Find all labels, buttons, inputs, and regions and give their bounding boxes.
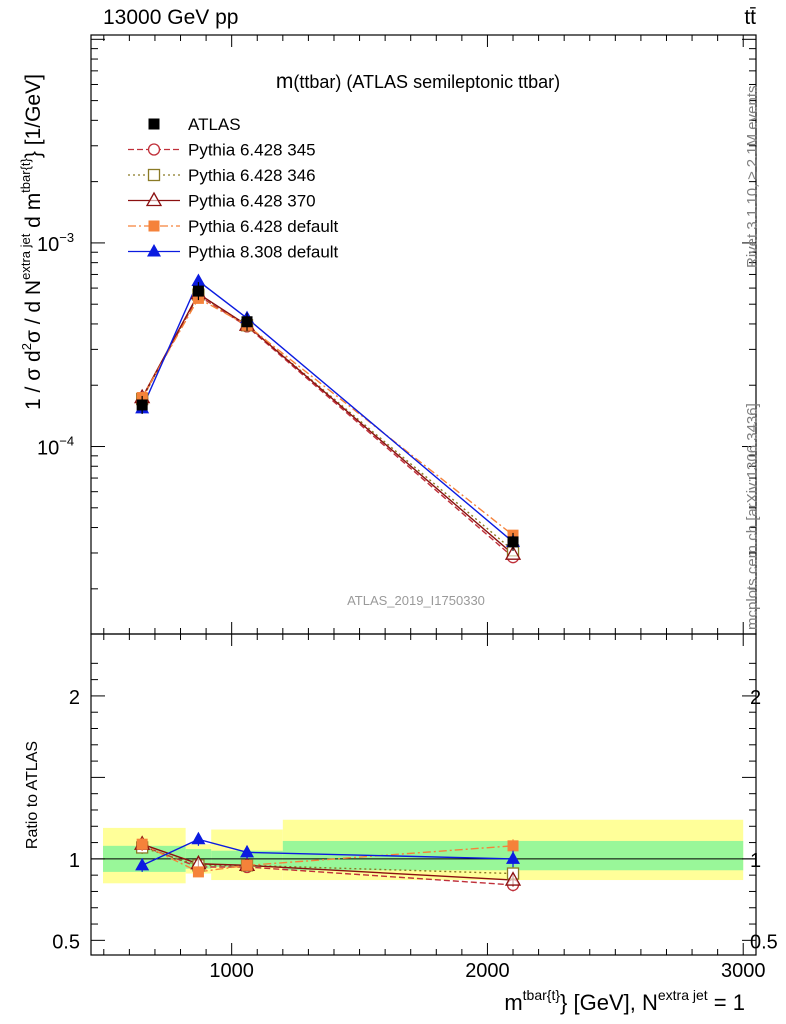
legend-label: Pythia 6.428 345 (188, 141, 316, 160)
x-tick-label: 3000 (721, 960, 766, 982)
legend-marker (145, 191, 163, 207)
x-tick-label: 2000 (465, 960, 510, 982)
process-label: tt̄ (744, 6, 756, 29)
panel-frames (90, 34, 757, 956)
legend-label: Pythia 6.428 346 (188, 166, 316, 185)
energy-label: 13000 GeV pp (103, 6, 239, 29)
legend: ATLAS Pythia 6.428 345 Pythia 6.428 346 Pyt… (128, 115, 339, 262)
ratio-line-pythia-6-428-346 (141, 846, 514, 875)
rivet-version-label: Rivet 3.1.10, ≥ 2.1M events (744, 85, 761, 269)
atlas-data-point (507, 536, 519, 548)
axis-labels: m(ttbar) (ATLAS semileptonic ttbar) ATLAS… (18, 70, 745, 1015)
legend-label: Pythia 8.308 default (188, 243, 339, 262)
ratio-point-pythia-6-428-default (241, 859, 253, 871)
legend-label: Pythia 6.428 default (188, 217, 339, 236)
tick-labels: 1000 2000 3000 10−3 10−4 0.5 0.5 1 1 2 2 (37, 230, 778, 982)
series-line-pythia-6-428-370 (141, 292, 514, 555)
legend-label: Pythia 6.428 370 (188, 192, 316, 211)
ratio-line-pythia-6-428-345 (141, 845, 514, 886)
legend-marker (148, 118, 160, 130)
ratio-tick-label: 0.5 (52, 931, 80, 953)
ratio-tick-label: 1 (69, 850, 80, 872)
ratio-point-pythia-8-308-default (506, 851, 521, 864)
ratio-panel-content (91, 819, 756, 884)
series-line-pythia-6-428-default (141, 297, 514, 536)
legend-marker (147, 168, 161, 182)
analysis-label: ATLAS_2019_I1750330 (347, 593, 485, 608)
legend-marker (148, 220, 160, 232)
legend-marker (147, 143, 161, 156)
ratio-line-pythia-6-428-370 (141, 843, 514, 881)
series-line-pythia-6-428-345 (141, 294, 514, 558)
ratio-tick-label-right: 2 (750, 687, 761, 709)
ratio-point-pythia-8-308-default (191, 831, 206, 845)
x-axis-label: mtbar{t}} [GeV], Nextra jet = 1 (504, 987, 745, 1015)
atlas-data-point (192, 285, 204, 297)
data-point-pythia-8-308-default (191, 273, 206, 287)
atlas-data-point (136, 399, 148, 411)
ratio-point-pythia-6-428-370 (504, 871, 522, 886)
mcplots-label: mcplots.cern.ch [arXiv:1306.3436] (744, 403, 761, 630)
ratio-line-pythia-8-308-default (141, 838, 514, 867)
series-line-pythia-6-428-346 (141, 293, 514, 551)
axis-ticks (91, 35, 756, 955)
ratio-point-pythia-8-308-default (240, 844, 255, 858)
ratio-point-pythia-6-428-default (507, 840, 519, 852)
ratio-tick-label-right: 0.5 (750, 931, 778, 953)
ratio-tick-label-right: 1 (750, 850, 761, 872)
y-tick-label: 10−4 (37, 434, 74, 460)
ratio-point-pythia-8-308-default (135, 857, 150, 871)
atlas-data-point (241, 316, 253, 328)
ratio-axis-label: Ratio to ATLAS (24, 741, 41, 849)
y-axis-label: 1 / σ d2σ / d Nextra jet d mtbar{t}} [1/… (18, 74, 45, 410)
x-tick-label: 1000 (209, 960, 254, 982)
legend-label: ATLAS (188, 115, 241, 134)
ratio-panel-frame (90, 633, 757, 956)
series-line-pythia-8-308-default (141, 279, 514, 543)
series-layer (134, 273, 522, 892)
ratio-point-pythia-6-428-default (136, 838, 148, 850)
y-tick-label: 10−3 (37, 230, 74, 256)
ratio-tick-label: 2 (69, 687, 80, 709)
data-point-pythia-6-428-370 (504, 545, 522, 560)
legend-marker (147, 244, 161, 257)
ratio-point-pythia-6-428-default (192, 866, 204, 878)
chart-title: m(ttbar) (ATLAS semileptonic ttbar) (276, 70, 560, 93)
